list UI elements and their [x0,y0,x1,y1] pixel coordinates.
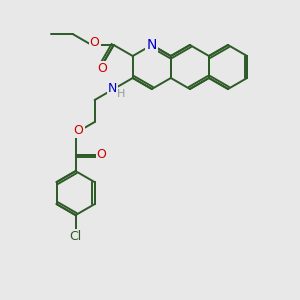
Text: N: N [108,82,117,95]
Text: O: O [90,35,100,49]
Text: N: N [147,38,157,52]
Text: H: H [116,89,125,99]
Text: O: O [98,61,108,75]
Text: O: O [74,124,83,136]
Text: Cl: Cl [70,230,82,243]
Text: O: O [97,148,106,161]
